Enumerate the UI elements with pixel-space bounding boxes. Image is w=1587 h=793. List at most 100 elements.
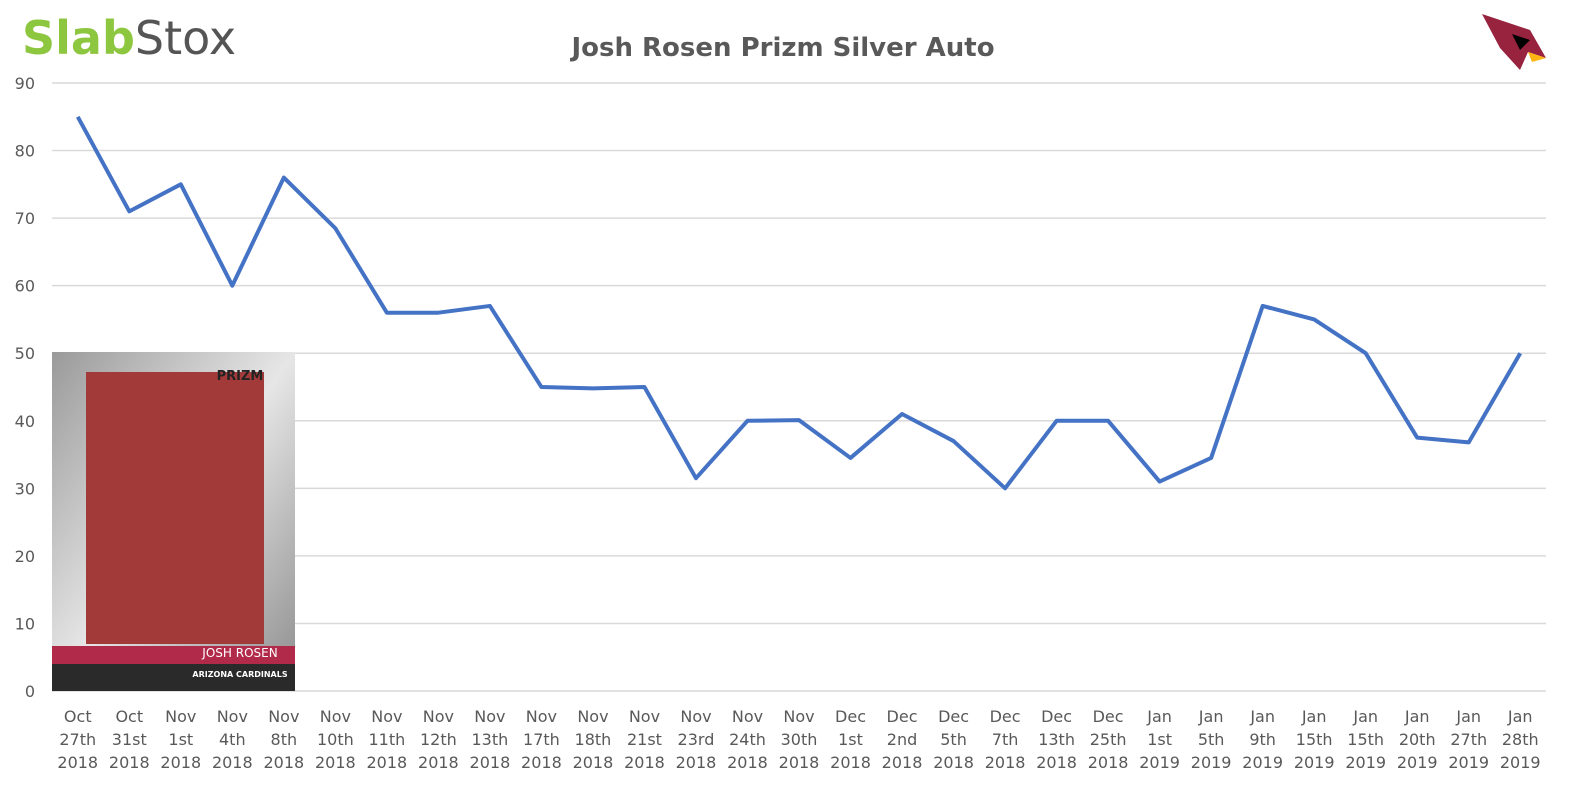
- x-tick-label-line: 2019: [1345, 753, 1386, 772]
- y-tick-label: 70: [15, 209, 35, 228]
- x-tick-label: Jan 5th 2019: [1191, 707, 1232, 772]
- x-tick-label-line: 10th: [317, 730, 354, 749]
- x-tick-label-line: 2019: [1139, 753, 1180, 772]
- x-tick-label-line: Dec: [1041, 707, 1072, 726]
- x-tick-label-line: 18th: [575, 730, 612, 749]
- x-tick-label-line: Nov: [165, 707, 196, 726]
- x-tick-label-line: 2018: [109, 753, 150, 772]
- x-tick-label: Dec 13th 2018: [1036, 707, 1077, 772]
- x-tick-label-line: Nov: [783, 707, 814, 726]
- x-tick-label-line: 2019: [1448, 753, 1489, 772]
- x-tick-label: Jan 27th 2019: [1448, 707, 1489, 772]
- x-tick-label-line: 2018: [315, 753, 356, 772]
- x-tick-label-line: 2018: [263, 753, 304, 772]
- x-tick-label-line: Dec: [938, 707, 969, 726]
- logo: SlabStox: [22, 11, 236, 65]
- x-tick-label: Dec 1st 2018: [830, 707, 871, 772]
- x-tick-label: Nov 30th 2018: [779, 707, 820, 772]
- x-tick-label-line: Nov: [577, 707, 608, 726]
- x-tick-label-line: 5th: [940, 730, 967, 749]
- x-tick-label-line: 2019: [1242, 753, 1283, 772]
- x-tick-label-line: 12th: [420, 730, 457, 749]
- x-tick-label-line: 15th: [1347, 730, 1384, 749]
- logo-second: Stox: [135, 11, 236, 65]
- x-tick-label-line: Nov: [423, 707, 454, 726]
- x-tick-label-line: 30th: [781, 730, 818, 749]
- x-tick-label-line: Dec: [1093, 707, 1124, 726]
- x-tick-label-line: Nov: [526, 707, 557, 726]
- x-tick-label: Nov 12th 2018: [418, 707, 459, 772]
- y-tick-label: 30: [15, 479, 35, 498]
- x-tick-label: Nov 4th 2018: [212, 707, 253, 772]
- x-tick-label-line: Dec: [887, 707, 918, 726]
- x-tick-label: Oct 31st 2018: [109, 707, 150, 772]
- x-tick-label: Nov 23rd 2018: [676, 707, 717, 772]
- x-tick-label-line: 2nd: [887, 730, 917, 749]
- x-tick-label: Nov 24th 2018: [727, 707, 768, 772]
- x-tick-label-line: 17th: [523, 730, 560, 749]
- x-tick-label-line: 23rd: [678, 730, 715, 749]
- x-tick-label-line: 2018: [418, 753, 459, 772]
- x-tick-label-line: 2018: [779, 753, 820, 772]
- x-tick-label-line: 2018: [624, 753, 665, 772]
- x-tick-label-line: Nov: [320, 707, 351, 726]
- y-tick-label: 20: [15, 547, 35, 566]
- x-tick-label: Dec 2nd 2018: [882, 707, 923, 772]
- x-tick-label-line: Jan: [1301, 707, 1327, 726]
- x-tick-label: Nov 17th 2018: [521, 707, 562, 772]
- x-tick-label-line: 2018: [830, 753, 871, 772]
- x-tick-label-line: 2018: [676, 753, 717, 772]
- x-tick-label-line: 2018: [57, 753, 98, 772]
- x-tick-label-line: 15th: [1296, 730, 1333, 749]
- x-tick-label-line: 2019: [1294, 753, 1335, 772]
- x-tick-label: Nov 13th 2018: [470, 707, 511, 772]
- x-tick-label-line: 2018: [933, 753, 974, 772]
- x-tick-label-line: Jan: [1455, 707, 1481, 726]
- x-tick-label-line: Oct: [115, 707, 143, 726]
- x-tick-label-line: 2018: [212, 753, 253, 772]
- x-tick-label-line: Jan: [1249, 707, 1275, 726]
- x-tick-label-line: 2018: [1088, 753, 1129, 772]
- x-tick-label: Nov 8th 2018: [263, 707, 304, 772]
- logo-first: Slab: [22, 11, 135, 65]
- x-tick-label-line: 2018: [470, 753, 511, 772]
- x-tick-label-line: Jan: [1507, 707, 1533, 726]
- x-tick-label-line: Dec: [835, 707, 866, 726]
- x-tick-label-line: 7th: [992, 730, 1019, 749]
- x-tick-label-line: 20th: [1399, 730, 1436, 749]
- y-tick-label: 90: [15, 74, 35, 93]
- x-tick-label-line: 2019: [1191, 753, 1232, 772]
- x-tick-label-line: 2018: [985, 753, 1026, 772]
- x-tick-label: Jan 15th 2019: [1294, 707, 1335, 772]
- x-tick-label-line: 4th: [219, 730, 246, 749]
- x-tick-label-line: 2018: [367, 753, 408, 772]
- x-tick-label-line: 2018: [160, 753, 201, 772]
- x-tick-label: Jan 9th 2019: [1242, 707, 1283, 772]
- x-tick-label-line: 8th: [271, 730, 298, 749]
- x-tick-label-line: Nov: [629, 707, 660, 726]
- team-logo: [1482, 14, 1546, 70]
- x-tick-label: Jan 15th 2019: [1345, 707, 1386, 772]
- x-tick-label-line: 2018: [1036, 753, 1077, 772]
- x-tick-label-line: 2019: [1500, 753, 1541, 772]
- x-tick-label-line: Dec: [990, 707, 1021, 726]
- x-tick-label-line: 11th: [368, 730, 405, 749]
- card-team: ARIZONA CARDINALS: [192, 670, 287, 679]
- chart-title: Josh Rosen Prizm Silver Auto: [569, 33, 994, 63]
- x-tick-label: Nov 21st 2018: [624, 707, 665, 772]
- x-tick-label-line: 1st: [1147, 730, 1172, 749]
- x-tick-label: Dec 7th 2018: [985, 707, 1026, 772]
- x-tick-label-line: Nov: [217, 707, 248, 726]
- y-tick-label: 10: [15, 614, 35, 633]
- x-tick-label-line: 2018: [521, 753, 562, 772]
- x-tick-label-line: 13th: [472, 730, 509, 749]
- series-line: [76, 115, 1522, 491]
- x-tick-label-line: 13th: [1038, 730, 1075, 749]
- x-tick-label-line: 28th: [1502, 730, 1539, 749]
- x-tick-label-line: 9th: [1249, 730, 1276, 749]
- x-tick-label-line: 27th: [59, 730, 96, 749]
- y-tick-label: 60: [15, 277, 35, 296]
- x-tick-label-line: 2018: [573, 753, 614, 772]
- x-tick-label: Jan 1st 2019: [1139, 707, 1180, 772]
- x-tick-label: Nov 11th 2018: [367, 707, 408, 772]
